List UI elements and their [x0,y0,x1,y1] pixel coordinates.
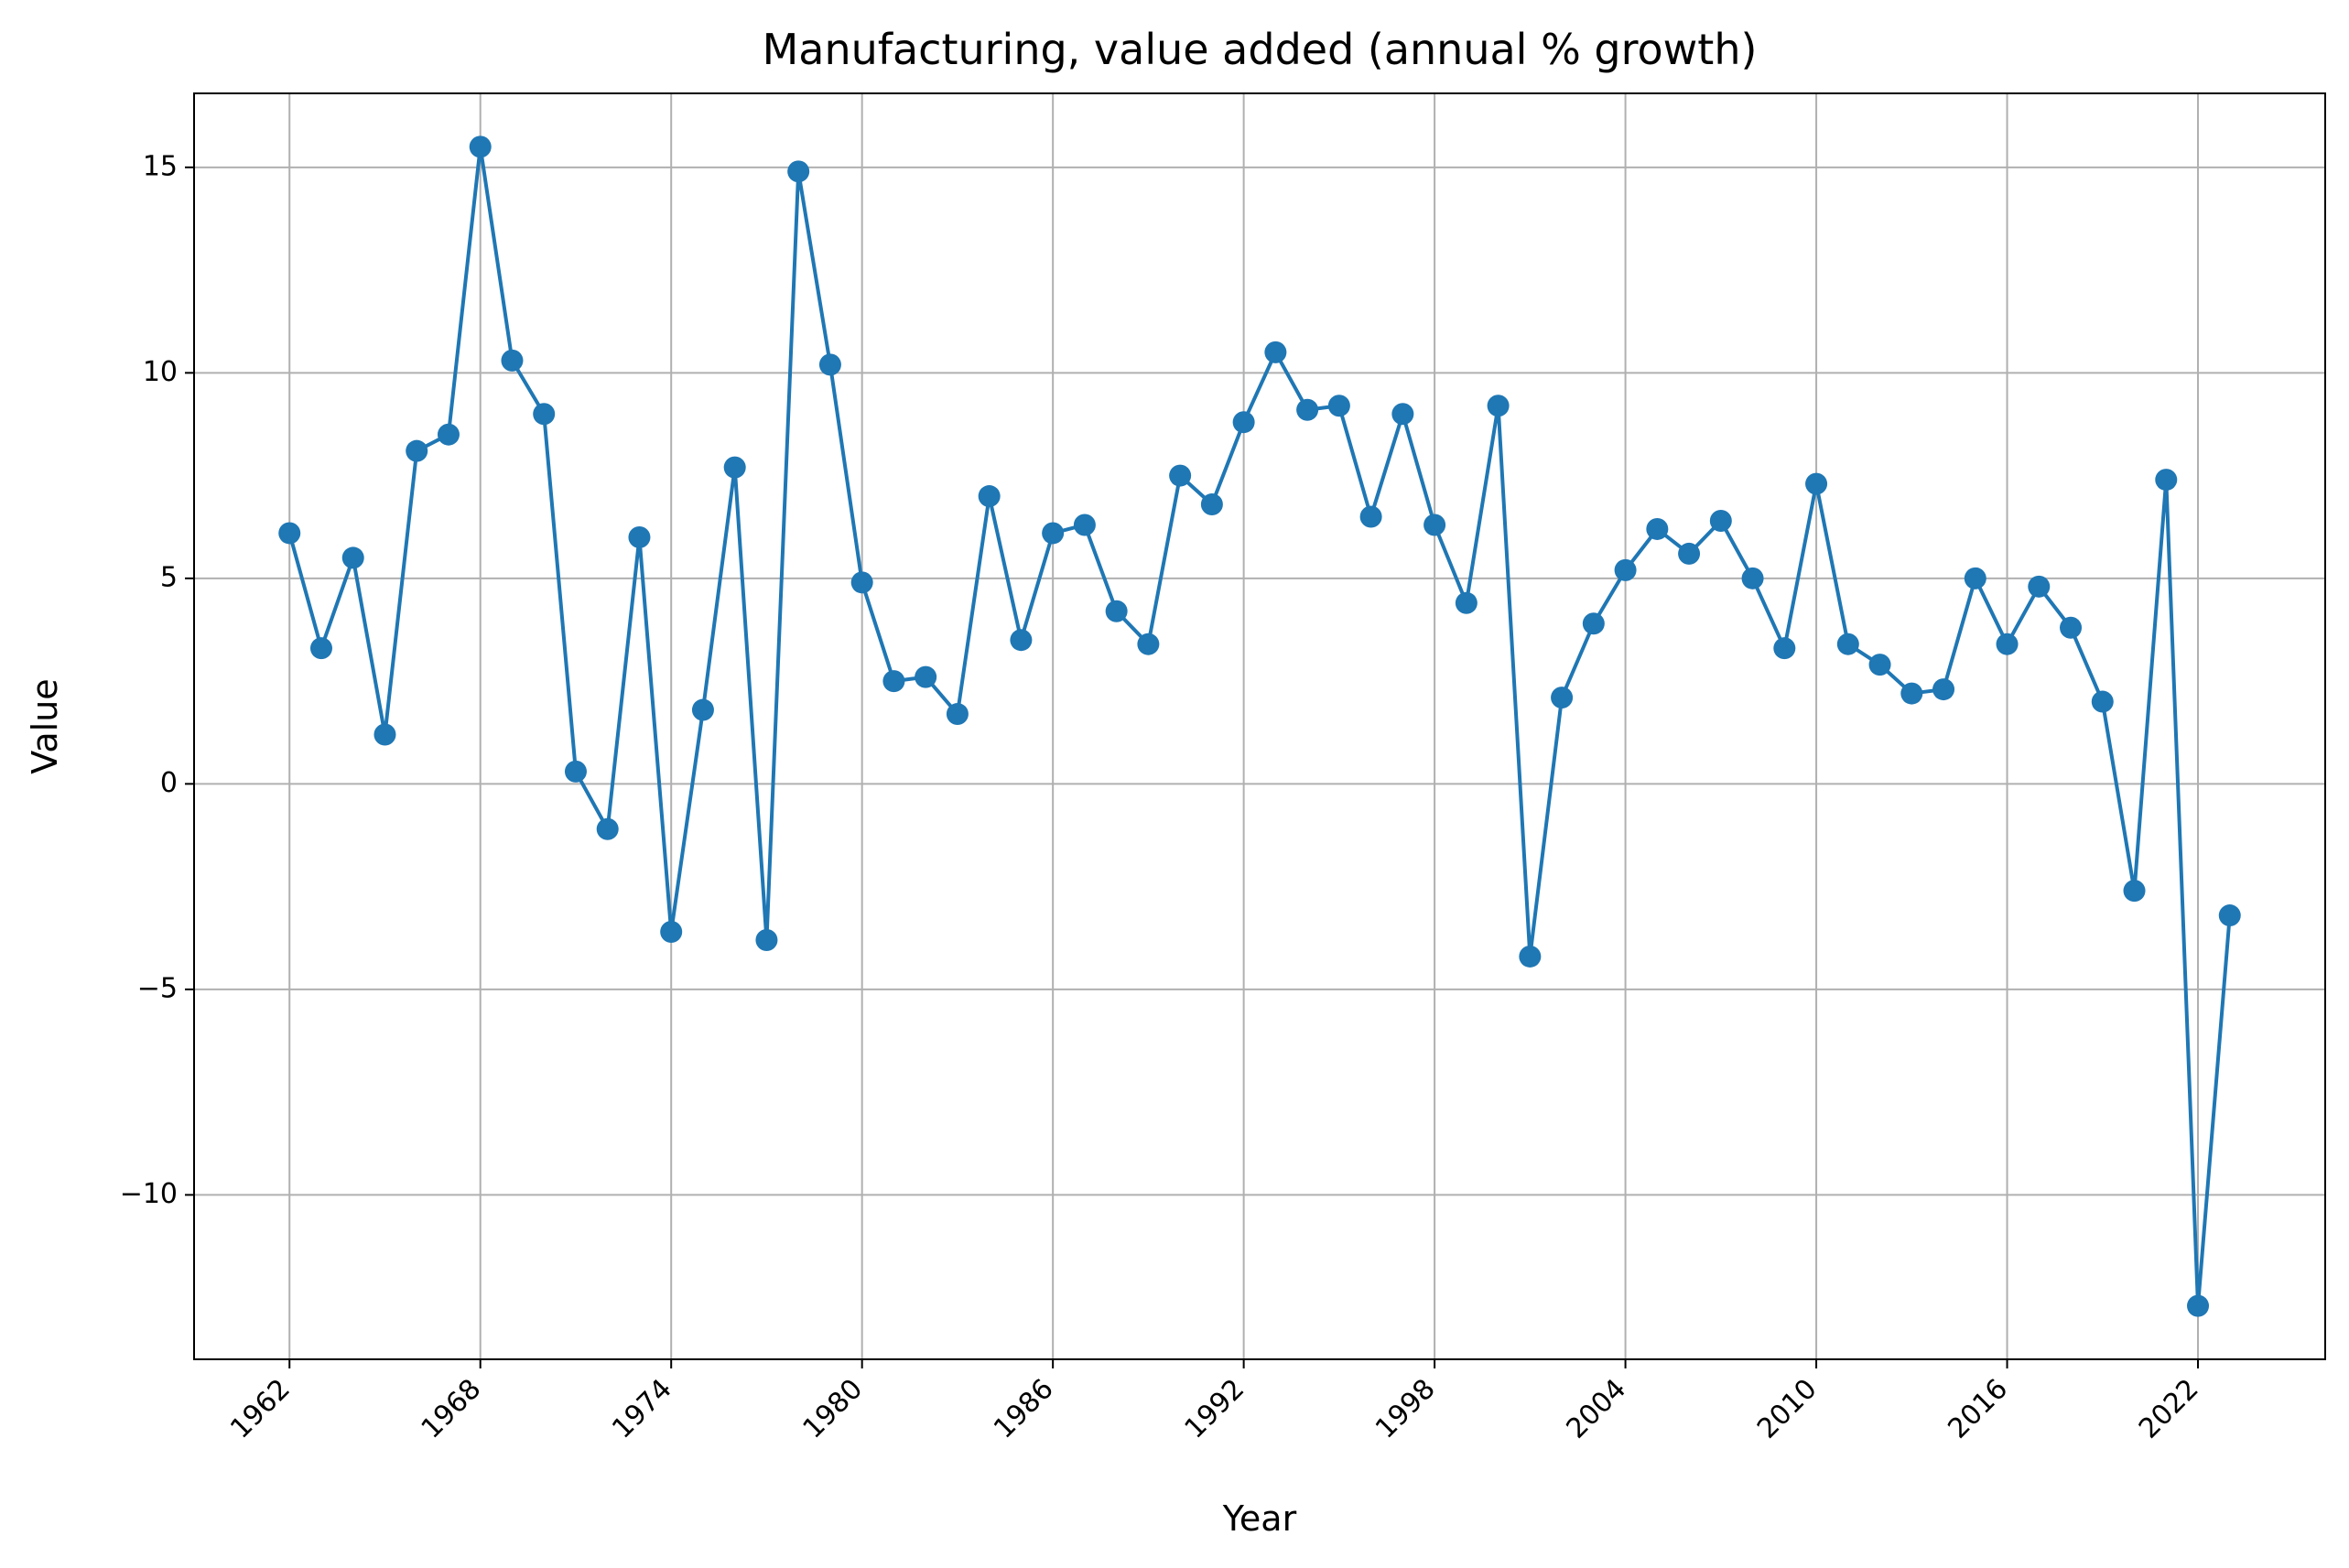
data-point [755,928,778,951]
data-point [1296,398,1319,421]
data-point [628,525,651,548]
data-point [2123,880,2146,903]
data-point [1678,542,1701,565]
data-point [1137,633,1160,655]
data-point [1932,678,1955,701]
y-tick-label: −10 [120,1178,178,1210]
x-axis: 1962 1968 1974 1980 1986 1992 1998 2004 2010 2016… [224,1359,2205,1445]
data-point [278,522,301,545]
x-tick-label: 1992 [1179,1373,1251,1445]
data-point [1423,514,1446,536]
x-tick-label: 2016 [1942,1373,2014,1445]
data-point [660,921,683,944]
data-point [1264,341,1287,363]
series-layer [278,135,2241,1317]
data-point [1836,633,1859,655]
data-point [915,665,937,688]
chart-title: Manufacturing, value added (annual % gro… [763,25,1758,74]
x-tick-label: 2010 [1751,1373,1824,1445]
y-tick-label: 0 [160,767,178,799]
data-point [1868,654,1891,676]
x-axis-label: Year [1222,1498,1297,1539]
data-point [1232,411,1255,434]
data-point [1391,403,1414,426]
data-point [1073,514,1096,536]
data-point [2218,904,2241,927]
data-point [1105,600,1128,622]
x-tick-label: 1980 [797,1373,870,1445]
data-point [2060,616,2083,639]
x-tick-label: 1998 [1369,1373,1442,1445]
data-point [1900,682,1923,705]
y-axis: 15 10 5 0 −5 −10 [120,150,194,1210]
data-point [596,817,619,840]
data-point [1614,558,1637,581]
data-point [850,571,873,594]
data-point [1200,493,1223,516]
data-point [469,135,492,158]
data-point [787,160,810,183]
data-point [1327,395,1350,417]
data-point [1551,687,1574,709]
x-tick-label: 2022 [2133,1373,2205,1445]
data-point [946,703,969,726]
y-tick-label: 15 [143,150,178,182]
data-point [1709,509,1732,532]
x-tick-label: 1974 [606,1373,678,1445]
data-point [373,723,396,746]
data-point [1010,629,1033,652]
data-point [1455,591,1478,614]
data-point [533,403,556,426]
data-point [1805,472,1828,495]
data-point [1487,395,1510,417]
data-point [309,637,332,660]
data-point [1169,464,1192,487]
data-point [406,439,428,462]
data-point [1359,505,1382,528]
data-point [1773,637,1796,660]
x-tick-label: 1962 [224,1373,297,1445]
data-point [882,670,905,693]
data-point [723,456,746,479]
series-line [287,145,2232,1308]
data-point [1996,633,2019,655]
y-tick-label: −5 [137,972,178,1004]
data-point [818,353,841,376]
data-point [1964,567,1986,589]
grid [194,93,2325,1359]
data-point [1519,945,1542,968]
data-point [1582,612,1605,635]
y-tick-label: 10 [143,356,178,388]
data-point [1646,517,1669,540]
x-tick-label: 2004 [1561,1373,1633,1445]
data-point [501,349,524,372]
plot-frame [193,92,2326,1360]
y-axis-label: Value [25,678,65,773]
x-tick-label: 1968 [416,1373,488,1445]
data-point [564,760,587,783]
data-point [691,698,714,721]
data-point [437,423,460,446]
data-point [1741,567,1764,589]
data-point [978,485,1001,508]
data-point [2091,690,2114,713]
data-point [2028,575,2051,598]
data-point [1042,522,1065,545]
data-point [2155,469,2178,492]
x-tick-label: 1986 [988,1373,1060,1445]
data-point [341,546,364,569]
data-point [2187,1294,2210,1317]
y-tick-label: 5 [160,561,178,593]
